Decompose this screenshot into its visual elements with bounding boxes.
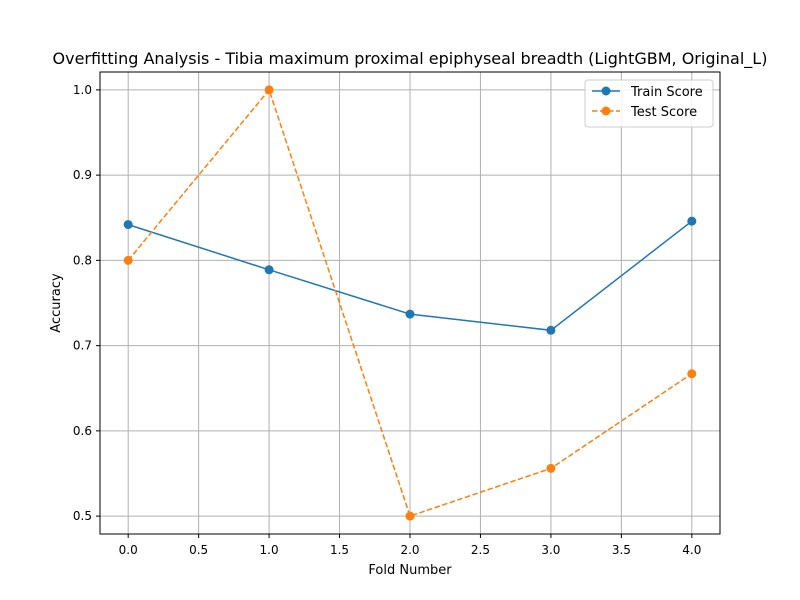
x-axis-label: Fold Number bbox=[368, 563, 452, 578]
data-point-train-score bbox=[687, 216, 697, 226]
legend: Train Score Test Score bbox=[584, 79, 714, 128]
chart-title: Overfitting Analysis - Tibia maximum pro… bbox=[53, 49, 768, 69]
axis-ticks: 0.0 0.5 1.0 1.5 2.0 2.5 3.0 3.5 4.0 0.5 0.6 0.7 0.8 0… bbox=[73, 83, 701, 557]
data-point-train-score bbox=[123, 220, 133, 230]
x-tick-label: 2.5 bbox=[471, 543, 490, 557]
data-point-train-score bbox=[405, 309, 415, 319]
data-point-test-score bbox=[123, 255, 133, 265]
x-tick-label: 2.0 bbox=[400, 543, 419, 557]
y-tick-label: 0.7 bbox=[73, 339, 92, 353]
legend-marker-test-score bbox=[601, 106, 611, 116]
x-tick-label: 3.5 bbox=[612, 543, 631, 557]
series-layer bbox=[123, 85, 697, 521]
x-tick-label: 1.0 bbox=[260, 543, 279, 557]
x-tick-label: 3.0 bbox=[541, 543, 560, 557]
data-point-test-score bbox=[405, 511, 415, 521]
data-point-test-score bbox=[546, 463, 556, 473]
data-point-train-score bbox=[546, 325, 556, 335]
y-tick-label: 0.5 bbox=[73, 509, 92, 523]
y-tick-label: 0.9 bbox=[73, 168, 92, 182]
data-point-test-score bbox=[687, 369, 697, 379]
y-tick-label: 0.6 bbox=[73, 424, 92, 438]
x-tick-label: 1.5 bbox=[330, 543, 349, 557]
legend-label-train-score: Train Score bbox=[630, 85, 703, 100]
x-tick-label: 0.0 bbox=[119, 543, 138, 557]
legend-marker-train-score bbox=[601, 86, 611, 96]
legend-label-test-score: Test Score bbox=[630, 105, 697, 120]
y-tick-label: 0.8 bbox=[73, 253, 92, 267]
x-tick-label: 4.0 bbox=[682, 543, 701, 557]
x-tick-label: 0.5 bbox=[189, 543, 208, 557]
data-point-train-score bbox=[264, 265, 274, 275]
y-axis-label: Accuracy bbox=[49, 273, 64, 333]
series-line-test-score bbox=[127, 88, 693, 518]
data-point-test-score bbox=[264, 85, 274, 95]
y-tick-label: 1.0 bbox=[73, 83, 92, 97]
